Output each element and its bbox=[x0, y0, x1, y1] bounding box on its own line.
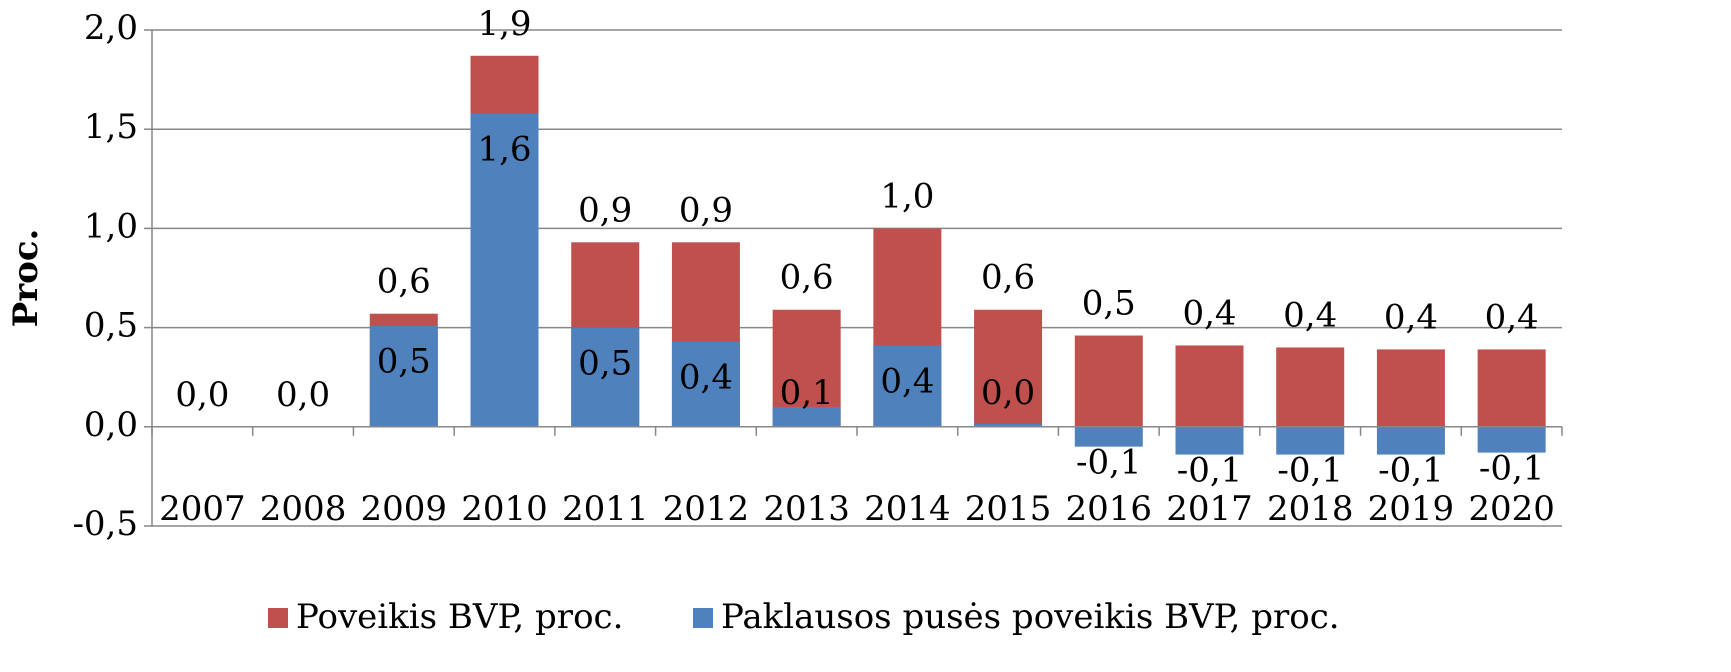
legend-swatch bbox=[693, 608, 713, 628]
bar bbox=[1376, 426, 1445, 455]
bar bbox=[369, 325, 438, 427]
x-tick-label: 2013 bbox=[763, 489, 850, 529]
x-tick-label: 2014 bbox=[864, 489, 951, 529]
value-label: 0,4 bbox=[1384, 297, 1438, 337]
value-label: 0,0 bbox=[981, 373, 1035, 413]
value-label: 0,4 bbox=[1182, 293, 1236, 333]
value-label: 0,0 bbox=[175, 375, 229, 415]
bar bbox=[1276, 426, 1345, 455]
x-tick-label: 2018 bbox=[1267, 489, 1354, 529]
bar bbox=[1376, 349, 1445, 427]
value-label: 0,0 bbox=[276, 375, 330, 415]
bar bbox=[873, 345, 942, 427]
bar bbox=[1175, 426, 1244, 455]
y-tick-label: 0,0 bbox=[84, 405, 138, 445]
x-tick-label: 2017 bbox=[1166, 489, 1253, 529]
value-label: 0,5 bbox=[377, 342, 431, 382]
x-tick-label: 2012 bbox=[663, 489, 750, 529]
bar bbox=[772, 406, 841, 427]
value-label: 0,4 bbox=[1283, 295, 1337, 335]
value-label: 0,6 bbox=[780, 258, 834, 298]
value-label: 0,5 bbox=[1082, 284, 1136, 324]
value-label: 0,4 bbox=[880, 361, 934, 401]
value-label: 0,6 bbox=[981, 258, 1035, 298]
bar bbox=[1175, 345, 1244, 427]
x-tick-label: 2020 bbox=[1468, 489, 1555, 529]
x-tick-label: 2009 bbox=[361, 489, 448, 529]
x-tick-label: 2010 bbox=[461, 489, 548, 529]
bar bbox=[571, 327, 640, 427]
y-tick-label: 0,5 bbox=[84, 306, 138, 346]
value-label: 0,9 bbox=[578, 190, 632, 230]
bar bbox=[671, 341, 740, 427]
value-label: 1,0 bbox=[880, 176, 934, 216]
value-label: 0,6 bbox=[377, 262, 431, 302]
bar bbox=[470, 113, 539, 427]
y-tick-label: 1,5 bbox=[84, 107, 138, 147]
value-label: -0,1 bbox=[1076, 443, 1142, 483]
x-tick-label: 2019 bbox=[1368, 489, 1455, 529]
x-tick-label: 2011 bbox=[562, 489, 649, 529]
value-label: 0,5 bbox=[578, 344, 632, 384]
legend-label: Paklausos pusės poveikis BVP, proc. bbox=[721, 597, 1340, 637]
bar bbox=[974, 309, 1043, 427]
x-tick-label: 2015 bbox=[965, 489, 1052, 529]
bar bbox=[1477, 349, 1546, 427]
value-label: -0,1 bbox=[1378, 451, 1444, 491]
y-tick-label: -0,5 bbox=[72, 504, 138, 544]
bar bbox=[1074, 335, 1143, 427]
value-label: 0,4 bbox=[679, 357, 733, 397]
value-label: 0,1 bbox=[780, 373, 834, 413]
x-tick-label: 2007 bbox=[159, 489, 246, 529]
x-tick-label: 2008 bbox=[260, 489, 347, 529]
legend-swatch bbox=[268, 608, 288, 628]
value-label: 1,9 bbox=[477, 4, 531, 44]
y-axis-title: Proc. bbox=[6, 229, 46, 328]
bar bbox=[1074, 426, 1143, 447]
legend-label: Poveikis BVP, proc. bbox=[296, 597, 623, 637]
value-label: -0,1 bbox=[1479, 449, 1545, 489]
bar bbox=[1477, 426, 1546, 453]
y-tick-label: 1,0 bbox=[84, 206, 138, 246]
y-tick-label: 2,0 bbox=[84, 8, 138, 48]
value-label: -0,1 bbox=[1277, 451, 1343, 491]
value-label: 1,6 bbox=[477, 129, 531, 169]
value-label: -0,1 bbox=[1177, 451, 1243, 491]
x-tick-label: 2016 bbox=[1066, 489, 1153, 529]
value-label: 0,9 bbox=[679, 190, 733, 230]
bar bbox=[1276, 347, 1345, 427]
value-label: 0,4 bbox=[1485, 297, 1539, 337]
bar bbox=[974, 423, 1043, 427]
